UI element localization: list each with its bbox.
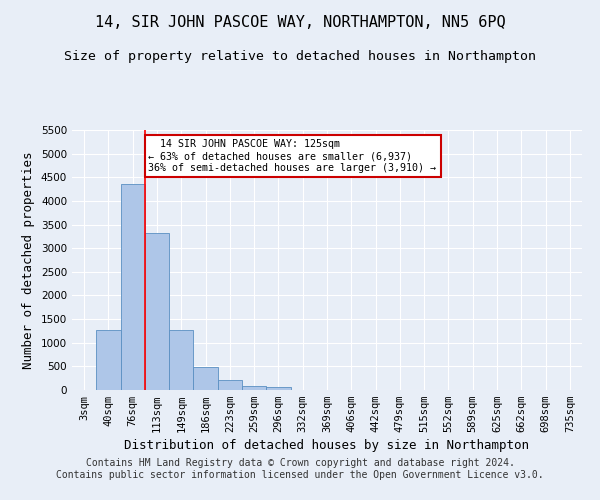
Bar	[193, 367, 218, 390]
Bar	[96, 330, 121, 390]
X-axis label: Distribution of detached houses by size in Northampton: Distribution of detached houses by size …	[125, 440, 530, 452]
Bar	[121, 184, 145, 390]
Y-axis label: Number of detached properties: Number of detached properties	[22, 151, 35, 369]
Bar	[242, 386, 266, 390]
Text: Size of property relative to detached houses in Northampton: Size of property relative to detached ho…	[64, 50, 536, 63]
Bar	[218, 380, 242, 390]
Text: 14 SIR JOHN PASCOE WAY: 125sqm
← 63% of detached houses are smaller (6,937)
36% : 14 SIR JOHN PASCOE WAY: 125sqm ← 63% of …	[149, 140, 437, 172]
Text: Contains HM Land Registry data © Crown copyright and database right 2024.
Contai: Contains HM Land Registry data © Crown c…	[56, 458, 544, 480]
Bar	[145, 233, 169, 390]
Bar	[169, 330, 193, 390]
Text: 14, SIR JOHN PASCOE WAY, NORTHAMPTON, NN5 6PQ: 14, SIR JOHN PASCOE WAY, NORTHAMPTON, NN…	[95, 15, 505, 30]
Bar	[266, 387, 290, 390]
